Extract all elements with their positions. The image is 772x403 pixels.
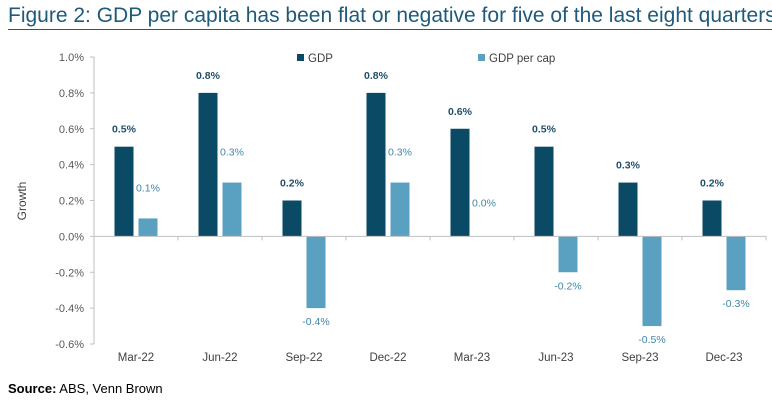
- y-tick-label: 0.2%: [59, 196, 84, 208]
- y-tick-label: 1.0%: [59, 52, 84, 64]
- y-tick-label: 0.8%: [59, 88, 84, 100]
- data-label-gdp: 0.3%: [616, 160, 641, 172]
- x-category-label: Jun-23: [538, 352, 573, 364]
- data-label-gdp-per-cap: 0.1%: [136, 182, 160, 194]
- y-tick-label: -0.6%: [55, 339, 84, 351]
- category-dividers: [93, 236, 767, 241]
- y-tick-label: 0.4%: [59, 160, 84, 172]
- gdp-bar-chart: 1.0%0.8%0.6%0.4%0.2%0.0%-0.2%-0.4%-0.6% …: [15, 52, 767, 364]
- y-tick-label: -0.2%: [55, 267, 84, 279]
- x-category-label: Dec-22: [369, 352, 406, 364]
- data-label-gdp: 0.6%: [448, 106, 473, 118]
- bar-gdp-per-cap: [306, 236, 326, 309]
- bar-gdp-per-cap: [222, 182, 242, 237]
- data-label-gdp-per-cap: -0.3%: [722, 298, 749, 310]
- data-label-gdp-per-cap: 0.3%: [388, 147, 412, 159]
- bar-gdp-per-cap: [642, 236, 662, 327]
- legend-label-gdp: GDP: [308, 53, 333, 65]
- data-labels: 0.5% 0.1% 0.8% 0.3% 0.2% -0.4% 0.8% 0.3% 0.6% 0.0…: [112, 70, 750, 346]
- data-label-gdp-per-cap: -0.4%: [302, 316, 329, 328]
- data-label-gdp: 0.5%: [532, 124, 557, 136]
- bar-gdp: [450, 128, 470, 237]
- x-category-label: Mar-23: [454, 352, 490, 364]
- x-category-label: Mar-22: [118, 352, 154, 364]
- bar-gdp: [366, 92, 386, 237]
- data-label-gdp: 0.8%: [364, 70, 389, 82]
- x-category-label: Jun-22: [202, 352, 237, 364]
- bar-gdp-per-cap: [726, 236, 746, 291]
- chart-title: Figure 2: GDP per capita has been flat o…: [8, 4, 772, 30]
- data-label-gdp: 0.8%: [196, 70, 221, 82]
- legend-swatch-gdp-per-cap: [478, 54, 485, 61]
- legend: GDP GDP per cap: [297, 53, 555, 65]
- data-label-gdp: 0.2%: [280, 178, 305, 190]
- y-axis-title: Growth: [15, 182, 29, 221]
- bar-gdp: [534, 146, 554, 237]
- source-label: Source:: [8, 381, 57, 396]
- y-tick-label: 0.0%: [59, 231, 84, 243]
- data-label-gdp: 0.5%: [112, 124, 137, 136]
- data-label-gdp-per-cap: 0.0%: [472, 197, 496, 209]
- data-label-gdp-per-cap: -0.5%: [638, 334, 665, 346]
- x-category-label: Sep-22: [285, 352, 322, 364]
- bar-gdp: [282, 200, 302, 237]
- bars: [114, 92, 746, 327]
- x-category-label: Sep-23: [621, 352, 658, 364]
- x-category-label: Dec-23: [705, 352, 742, 364]
- bar-gdp-per-cap: [390, 182, 410, 237]
- y-tick-label: 0.6%: [59, 124, 84, 136]
- y-axis-ticks: 1.0% 0.8% 0.6% 0.4% 0.2% 0.0% -0.2% -0.4% -0.6%: [55, 52, 94, 351]
- bar-gdp-per-cap: [138, 218, 158, 237]
- x-axis-categories: Mar-22 Jun-22 Sep-22 Dec-22 Mar-23 Jun-23 Sep-…: [118, 352, 743, 364]
- y-tick-label: -0.4%: [55, 303, 84, 315]
- data-label-gdp-per-cap: 0.3%: [220, 147, 244, 159]
- bar-gdp-per-cap: [558, 236, 578, 273]
- source-text: ABS, Venn Brown: [56, 381, 163, 396]
- legend-swatch-gdp: [297, 54, 304, 61]
- bar-gdp: [702, 200, 722, 237]
- bar-gdp: [114, 146, 134, 237]
- bar-gdp: [618, 182, 638, 237]
- source-note: Source: ABS, Venn Brown: [8, 381, 163, 396]
- legend-label-gdp-per-cap: GDP per cap: [489, 53, 555, 65]
- data-label-gdp: 0.2%: [700, 178, 725, 190]
- data-label-gdp-per-cap: -0.2%: [554, 280, 581, 292]
- bar-gdp: [198, 92, 218, 237]
